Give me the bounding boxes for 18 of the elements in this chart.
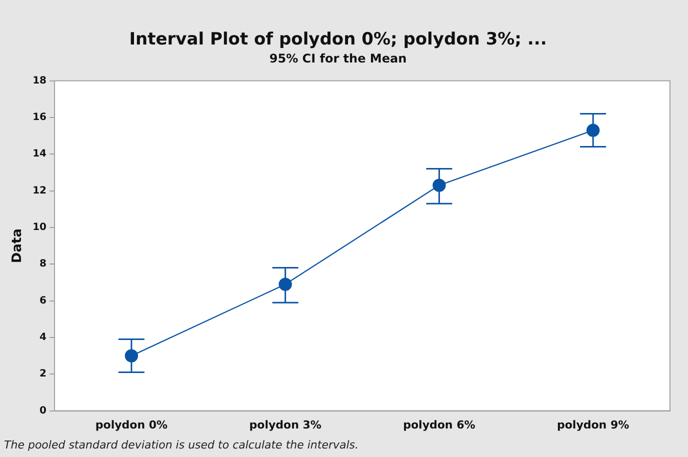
x-tick-label: polydon 0%: [95, 418, 168, 432]
y-tick-label: 18: [32, 75, 47, 86]
y-tick-label: 6: [40, 295, 47, 306]
x-tick-label: polydon 9%: [556, 418, 630, 432]
y-tick-label: 10: [32, 222, 47, 234]
y-tick-label: 16: [32, 112, 47, 124]
text: The pooled standard deviation is used to calculate the intervals.: [4, 438, 359, 452]
chart-title: Interval Plot of polydon 0%; polydon 3%; ...: [129, 30, 547, 50]
y-tick-label: 12: [32, 185, 47, 196]
y-tick-label: 8: [40, 258, 47, 270]
y-tick-label: 2: [40, 368, 47, 380]
y-tick-label: 0: [40, 405, 47, 416]
y-tick-label: 4: [40, 332, 47, 344]
y-axis-title: Data: [10, 228, 26, 264]
y-tick-label: 14: [32, 148, 47, 160]
x-tick-label: polydon 3%: [249, 418, 322, 432]
x-tick-label: polydon 6%: [403, 418, 476, 432]
chart-subtitle: 95% CI for the Mean: [269, 52, 407, 66]
